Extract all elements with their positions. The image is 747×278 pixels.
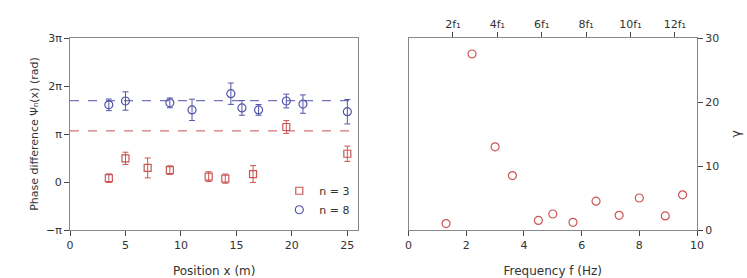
svg-text:5: 5 xyxy=(122,239,129,252)
svg-text:π: π xyxy=(55,128,62,141)
svg-text:20: 20 xyxy=(705,96,719,109)
svg-text:0: 0 xyxy=(67,239,74,252)
svg-text:0: 0 xyxy=(405,239,412,252)
svg-text:8: 8 xyxy=(636,239,643,252)
svg-text:6: 6 xyxy=(578,239,585,252)
svg-text:n = 8: n = 8 xyxy=(319,204,349,217)
svg-text:2f₁: 2f₁ xyxy=(445,18,460,31)
svg-text:4f₁: 4f₁ xyxy=(490,18,505,31)
svg-text:6f₁: 6f₁ xyxy=(534,18,549,31)
svg-text:−π: −π xyxy=(46,224,62,237)
svg-text:8f₁: 8f₁ xyxy=(578,18,593,31)
svg-text:15: 15 xyxy=(229,239,243,252)
svg-text:Phase difference Ψₙ(x) (rad): Phase difference Ψₙ(x) (rad) xyxy=(28,57,41,211)
svg-text:0: 0 xyxy=(55,176,62,189)
svg-text:0: 0 xyxy=(705,224,712,237)
svg-text:3π: 3π xyxy=(48,32,62,45)
svg-text:4: 4 xyxy=(520,239,527,252)
svg-text:Frequency f (Hz): Frequency f (Hz) xyxy=(504,264,603,278)
svg-text:12f₁: 12f₁ xyxy=(664,18,686,31)
svg-text:10f₁: 10f₁ xyxy=(619,18,641,31)
svg-text:2π: 2π xyxy=(48,80,62,93)
svg-text:10: 10 xyxy=(690,239,704,252)
svg-text:10: 10 xyxy=(174,239,188,252)
svg-text:10: 10 xyxy=(705,160,719,173)
svg-text:2: 2 xyxy=(463,239,470,252)
svg-text:γ: γ xyxy=(728,130,743,138)
svg-text:30: 30 xyxy=(705,32,719,45)
svg-text:20: 20 xyxy=(285,239,299,252)
svg-text:25: 25 xyxy=(340,239,354,252)
svg-text:n = 3: n = 3 xyxy=(319,185,349,198)
svg-text:Position x (m): Position x (m) xyxy=(173,264,256,278)
